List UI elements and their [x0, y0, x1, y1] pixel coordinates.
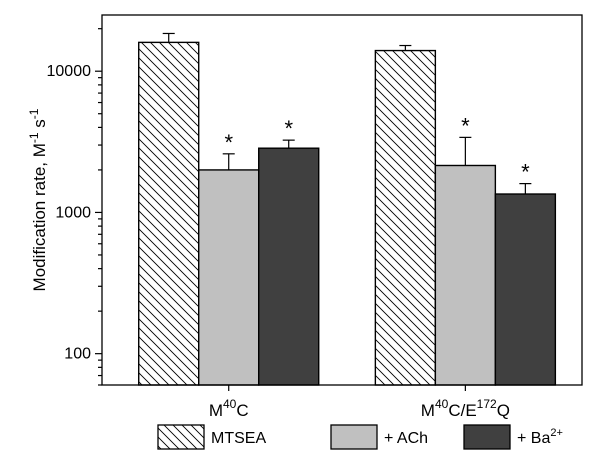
legend-swatch-0 [157, 424, 205, 450]
bar-1-2 [494, 193, 557, 386]
legend-label-2-part-1: 2+ [550, 427, 563, 439]
category-label-1-part-1: 40 [435, 397, 449, 411]
bar-0-1 [198, 169, 260, 386]
bar-1-1 [434, 164, 497, 386]
x-axis-category-labels: M40C M40C/E172Q [209, 397, 510, 420]
y-tick-label-100: 100 [64, 346, 91, 363]
category-label-1-part-3: 172 [477, 397, 497, 411]
legend-label-0-part-0: MTSEA [211, 430, 266, 447]
category-label-1-part-2: C/E [448, 401, 476, 420]
legend-swatch-2 [463, 424, 511, 450]
category-label-0: M40C [209, 397, 249, 420]
significance-marker-1-1: * [461, 113, 470, 138]
significance-marker-0-1: * [224, 130, 233, 155]
legend-label-2: + Ba2+ [517, 427, 563, 447]
category-label-1-part-0: M [421, 401, 435, 420]
bars: * * * * [138, 32, 557, 391]
y-axis-ticks: 100 1000 10000 [47, 28, 102, 386]
bar-1-0 [374, 49, 437, 386]
y-axis-label-part-0: Modification rate, M [30, 143, 49, 291]
plot-frame [101, 14, 583, 386]
y-axis-label-part-1: -1 [27, 132, 41, 143]
y-axis-label-part-2: s [30, 119, 49, 132]
category-label-0-part-1: 40 [223, 397, 237, 411]
y-axis-label-part-3: -1 [27, 108, 41, 119]
legend-label-2-part-0: + Ba [517, 430, 550, 447]
legend-swatch-1 [330, 424, 378, 450]
legend-label-0: MTSEA [211, 430, 266, 447]
legend-label-1: + ACh [384, 430, 428, 447]
significance-marker-1-2: * [521, 160, 530, 185]
category-label-1: M40C/E172Q [421, 397, 510, 420]
legend-label-1-part-0: + ACh [384, 430, 428, 447]
y-tick-label-1000: 1000 [55, 204, 91, 221]
category-label-0-part-0: M [209, 401, 223, 420]
bar-0-2 [258, 147, 320, 386]
category-label-1-part-4: Q [497, 401, 510, 420]
significance-marker-0-2: * [284, 116, 293, 141]
y-tick-label-10000: 10000 [47, 63, 92, 80]
y-axis-label: Modification rate, M-1 s-1 [27, 108, 49, 291]
legend: MTSEA + ACh + Ba2+ [157, 424, 563, 450]
category-label-0-part-2: C [236, 401, 248, 420]
bar-0-0 [138, 41, 200, 386]
